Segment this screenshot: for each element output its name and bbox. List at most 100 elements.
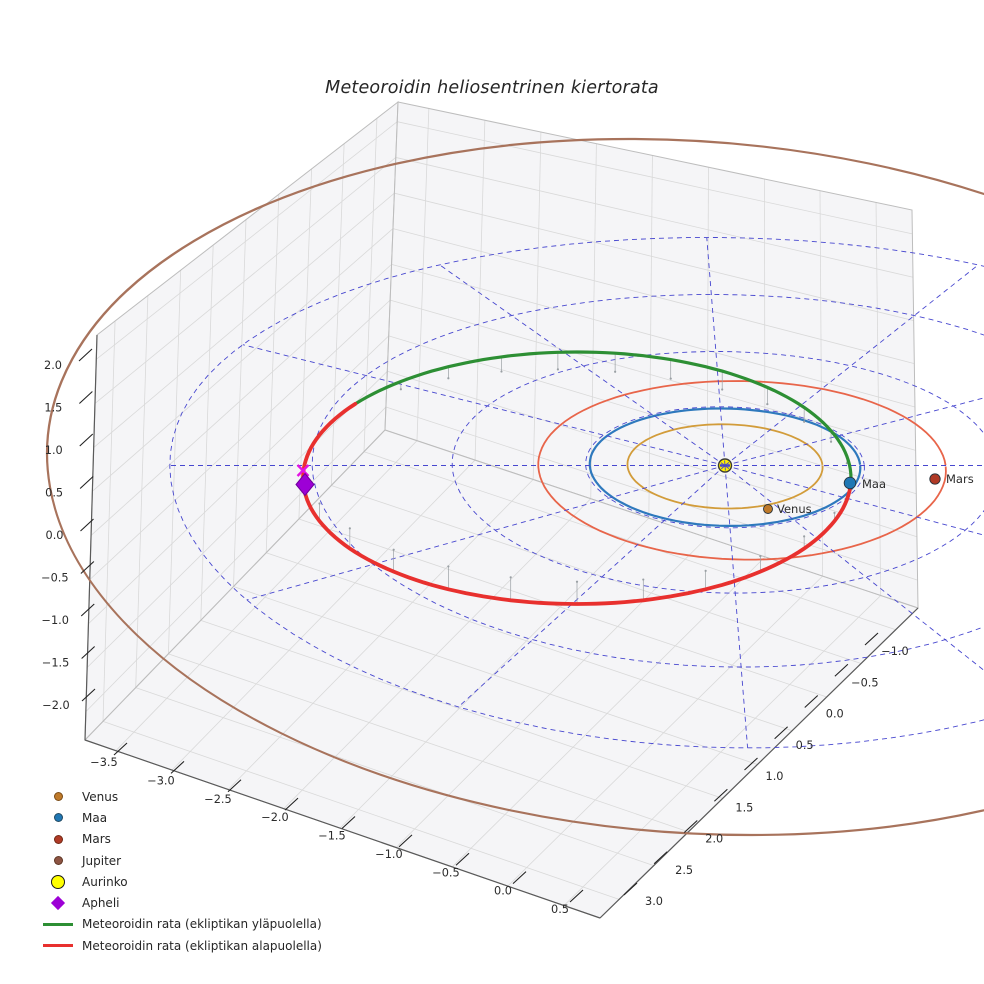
- legend-label: Meteoroidin rata (ekliptikan yläpuolella…: [82, 917, 322, 932]
- legend-label: Meteoroidin rata (ekliptikan alapuolella…: [82, 938, 322, 953]
- z-tick-label: 0.5: [45, 487, 63, 500]
- x-tick-label: −2.5: [204, 793, 231, 806]
- legend-item-7: Meteoroidin rata (ekliptikan yläpuolella…: [40, 914, 322, 935]
- legend-marker-line-icon: [40, 923, 76, 926]
- x-tick-mark: [341, 816, 356, 829]
- legend-label: Venus: [82, 789, 119, 804]
- legend-item-3: Mars: [40, 829, 322, 850]
- y-tick-label: 0.0: [826, 708, 844, 721]
- ecliptic-polar-grid: [169, 237, 984, 749]
- z-tick-label: 0.0: [46, 529, 64, 542]
- z-tick-mark: [78, 348, 93, 362]
- z-tick-mark: [79, 391, 93, 404]
- x-tick-mark: [284, 797, 299, 811]
- mars-orbit: [537, 380, 947, 561]
- legend-item-1: Venus: [40, 786, 322, 807]
- z-tick-label: 2.0: [44, 359, 62, 372]
- z-tick-mark: [79, 433, 94, 447]
- y-tick-label: −1.0: [881, 645, 908, 658]
- x-tick-mark: [398, 834, 413, 848]
- y-tick-mark: [623, 882, 638, 896]
- legend-marker-big-circle-icon: [40, 874, 76, 889]
- y-tick-label: 2.5: [675, 864, 693, 877]
- y-tick-label: 1.5: [735, 801, 753, 814]
- venus-orbit: [626, 423, 824, 510]
- aphelion-diamond-marker: [295, 472, 315, 497]
- z-tick-mark: [81, 646, 95, 659]
- legend-marker-dot-icon: [40, 792, 76, 802]
- x-tick-mark: [227, 779, 242, 793]
- legend-marker-dot-icon: [40, 813, 76, 823]
- venus-dot: [763, 504, 773, 514]
- node-x-marker: [296, 464, 310, 477]
- x-tick-label: −3.5: [90, 756, 117, 769]
- z-tick-label: 1.5: [44, 402, 62, 415]
- z-tick-mark: [80, 603, 95, 617]
- x-tick-mark: [512, 871, 527, 885]
- legend-item-2: Maa: [40, 807, 322, 828]
- legend-item-8: Meteoroidin rata (ekliptikan alapuolella…: [40, 935, 322, 956]
- y-tick-mark: [774, 726, 788, 740]
- jupiter-orbit: [45, 137, 984, 837]
- x-tick-label: 0.0: [494, 885, 512, 898]
- y-tick-label: 3.0: [645, 895, 663, 908]
- legend-label: Jupiter: [82, 853, 122, 868]
- x-tick-label: −3.0: [147, 774, 174, 787]
- mars-label: Mars: [946, 472, 974, 486]
- meteoroid-orbit-above-ecliptic: [353, 350, 853, 484]
- x-tick-mark: [569, 889, 584, 903]
- y-tick-mark: [744, 757, 758, 771]
- x-tick-label: 0.5: [551, 903, 569, 916]
- plot-title: Meteoroidin heliosentrinen kiertorata: [325, 78, 659, 98]
- z-tick-mark: [80, 561, 95, 574]
- legend-marker-dot-icon: [40, 834, 76, 844]
- y-tick-mark: [683, 820, 698, 833]
- legend-marker-line-icon: [40, 944, 76, 948]
- z-tick-label: 1.0: [45, 444, 63, 457]
- y-tick-mark: [804, 695, 819, 708]
- z-tick-label: −1.0: [42, 614, 69, 627]
- legend-item-6: Apheli: [40, 892, 322, 913]
- y-tick-label: 0.5: [796, 739, 814, 752]
- x-tick-label: −1.5: [318, 830, 345, 843]
- x-tick-label: −1.0: [375, 848, 402, 861]
- venus-label: Venus: [777, 502, 812, 516]
- legend-label: Aurinko: [82, 874, 128, 889]
- y-tick-label: 1.0: [766, 770, 784, 783]
- x-tick-mark: [455, 852, 470, 866]
- y-tick-mark: [714, 788, 728, 802]
- z-tick-label: −0.5: [41, 572, 68, 585]
- y-tick-mark: [653, 851, 668, 865]
- legend-marker-diamond-icon: [40, 896, 76, 911]
- legend: Venus Maa Mars Jupiter Aurinko Apheli Meteoroi…: [40, 786, 322, 956]
- y-tick-label: 2.0: [705, 833, 723, 846]
- legend-label: Mars: [82, 832, 111, 847]
- z-tick-mark: [80, 518, 94, 532]
- z-tick-mark: [81, 688, 96, 702]
- y-tick-mark: [864, 632, 879, 646]
- legend-label: Maa: [82, 810, 108, 825]
- legend-item-5: Aurinko: [40, 871, 322, 892]
- mars-dot: [929, 473, 941, 485]
- floor-pane: [84, 429, 919, 919]
- maa-dot: [843, 476, 857, 490]
- legend-label: Apheli: [82, 896, 120, 911]
- z-axis-line: [84, 334, 98, 741]
- x-tick-label: −2.0: [261, 811, 288, 824]
- x-tick-mark: [170, 760, 185, 774]
- z-tick-label: −1.5: [42, 657, 69, 670]
- y-tick-mark: [834, 663, 849, 677]
- x-tick-mark: [113, 742, 128, 756]
- y-tick-label: −0.5: [851, 676, 878, 689]
- x-tick-label: −0.5: [432, 866, 459, 879]
- maa-label: Maa: [862, 477, 886, 491]
- x-axis-line: [84, 739, 601, 919]
- legend-item-4: Jupiter: [40, 850, 322, 871]
- legend-marker-dot-icon: [40, 856, 76, 866]
- y-axis-line: [599, 607, 919, 919]
- z-tick-label: −2.0: [42, 699, 69, 712]
- left-wall-pane: [84, 100, 399, 742]
- z-tick-mark: [79, 476, 94, 489]
